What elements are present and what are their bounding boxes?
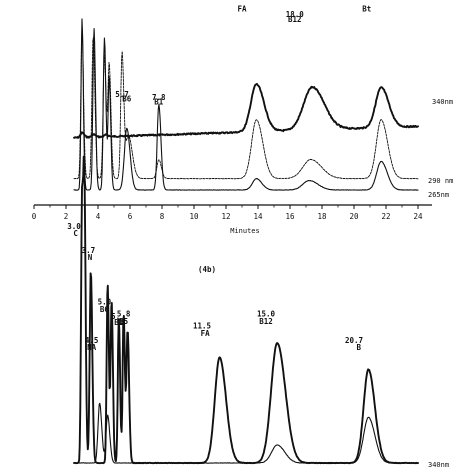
peak-label: Bt — [362, 4, 371, 13]
panel-label: (4b) — [198, 265, 216, 274]
x-tick-label: 6 — [128, 212, 133, 221]
peak-label: FA — [237, 4, 247, 13]
trace-265nm — [73, 18, 419, 191]
x-axis-title: Minutes — [230, 227, 260, 235]
peak-label: 4.5 — [85, 336, 99, 345]
peak-label: B6 — [122, 95, 132, 104]
peak-label: 11.5 — [193, 322, 211, 331]
peak-label: B1 — [114, 318, 124, 327]
series-label: 340nm — [428, 461, 449, 469]
x-tick-label: 12 — [221, 212, 230, 221]
series-label: 290 nm — [428, 177, 453, 185]
x-tick-label: 16 — [285, 212, 295, 221]
peak-label: 5.0 — [98, 298, 112, 307]
peak-label: 3.7 — [82, 246, 96, 255]
trace-secondary — [73, 402, 419, 464]
peak-label: 20.7 — [345, 336, 363, 345]
x-tick-label: 4 — [96, 212, 101, 221]
series-label: 265nm — [428, 191, 449, 199]
peak-label: 3.0 — [67, 222, 81, 231]
x-tick-label: 0 — [32, 212, 37, 221]
peak-label: B — [357, 343, 362, 352]
peak-label: B6 — [100, 305, 110, 314]
x-tick-label: 8 — [160, 212, 165, 221]
x-tick-label: 22 — [381, 212, 390, 221]
x-tick-label: 14 — [253, 212, 263, 221]
peak-label: 7.8 — [152, 93, 166, 102]
x-tick-label: 18 — [317, 212, 327, 221]
peak-label: 5.7 — [115, 90, 129, 99]
peak-label: 5. — [111, 312, 120, 321]
peak-label: B5 — [119, 317, 128, 326]
peak-label: 5.8 — [117, 310, 131, 319]
series-label: 340nm — [432, 98, 453, 106]
trace-290nm — [73, 26, 419, 180]
peak-label: NA — [87, 343, 97, 352]
peak-label: FA — [201, 329, 211, 338]
x-tick-label: 24 — [413, 212, 423, 221]
peak-label: B1 — [154, 98, 164, 107]
peak-label: 15.0 — [257, 310, 276, 319]
peak-label: B12 — [259, 317, 273, 326]
peak-label: B12 — [288, 15, 302, 24]
peak-label: 18.0 — [286, 10, 305, 19]
panel-b: 340nm3.0C3.7N4.5NA5.0B65.B15.8B511.5FA15… — [67, 155, 449, 469]
x-tick-label: 10 — [189, 212, 199, 221]
x-tick-label: 20 — [349, 212, 359, 221]
peak-label: N — [88, 253, 93, 262]
peak-label: C — [73, 229, 78, 238]
x-tick-label: 2 — [64, 212, 69, 221]
trace-340nm — [73, 82, 419, 139]
